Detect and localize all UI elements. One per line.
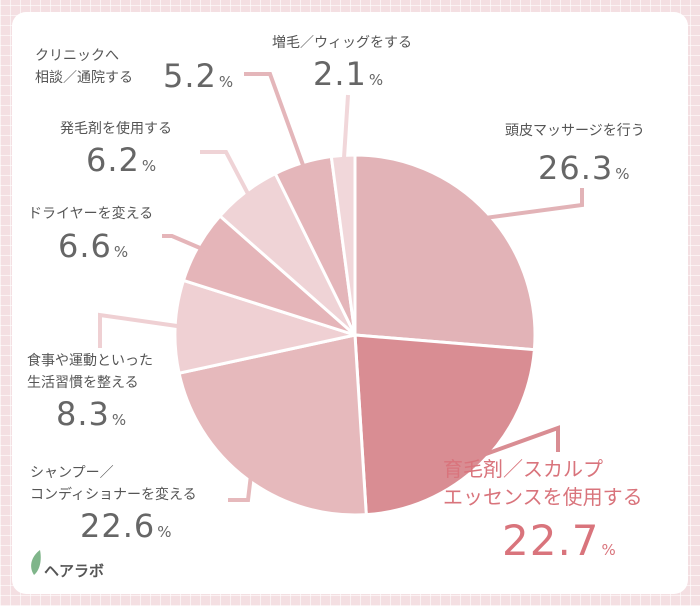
leader-line <box>200 150 253 200</box>
value-label: 2.1% <box>313 55 385 93</box>
leader-line <box>341 94 350 164</box>
pie-slice <box>353 333 537 517</box>
value-label: 8.3% <box>56 395 128 433</box>
value-label: 26.3% <box>538 149 631 187</box>
value-label: 5.2% <box>163 57 235 95</box>
value-label: 22.6% <box>80 507 173 545</box>
category-label: 発毛剤を使用する <box>60 121 172 137</box>
leader-line <box>162 234 207 253</box>
category-label: 増毛／ウィッグをする <box>272 35 412 51</box>
category-label: ドライヤーを変える <box>28 206 154 222</box>
leader-line <box>98 312 184 348</box>
category-label: シャンプー／ コンディショナーを変える <box>30 465 197 503</box>
brand: ヘアラボ <box>44 562 105 580</box>
pie-slice <box>353 153 537 352</box>
leader-line <box>474 425 560 460</box>
category-label: クリニックへ 相談／通院する <box>35 48 133 86</box>
value-label: 22.7% <box>502 516 617 565</box>
leader-line <box>228 471 254 502</box>
leader-line <box>481 188 584 221</box>
category-label: 頭皮マッサージを行う <box>505 123 645 139</box>
leader-line <box>244 72 307 172</box>
pie-slice <box>177 333 368 517</box>
category-label: 育毛剤／スカルプ エッセンスを使用する <box>443 457 643 509</box>
value-label: 6.2% <box>86 141 158 179</box>
category-label: 食事や運動といった 生活習慣を整える <box>27 353 153 391</box>
value-label: 6.6% <box>58 227 130 265</box>
brand-icon <box>31 550 41 575</box>
